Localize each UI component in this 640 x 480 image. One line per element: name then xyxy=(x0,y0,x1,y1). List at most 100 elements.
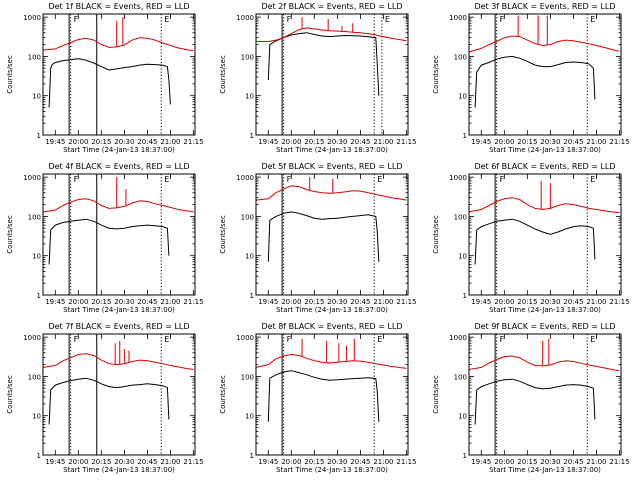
plot-frame xyxy=(42,13,196,136)
x-tick-label: 21:15 xyxy=(183,458,203,466)
x-tick-label: 20:45 xyxy=(137,138,157,146)
y-tick-label: 1000 xyxy=(449,174,467,182)
x-tick-label: 21:15 xyxy=(396,298,416,306)
x-tick-label: 21:15 xyxy=(609,298,629,306)
x-tick-label: 19:45 xyxy=(471,458,491,466)
y-tick-label: 1000 xyxy=(236,14,254,22)
x-tick-label: 20:30 xyxy=(114,298,134,306)
plot-frame xyxy=(468,333,622,456)
y-tick-label: 10 xyxy=(458,413,467,421)
x-axis-label: Start Time (24-Jan-13 18:37:00) xyxy=(63,146,175,154)
x-tick-label: 20:45 xyxy=(350,298,370,306)
y-tick-label: 10 xyxy=(32,413,41,421)
y-tick-label: 100 xyxy=(28,213,41,221)
detector-panel: Det 3f BLACK = Events, RED = LLD 1 10 100 10… xyxy=(432,2,630,154)
y-tick-label: 100 xyxy=(241,53,254,61)
y-tick-label: 10 xyxy=(458,93,467,101)
x-tick-label: 21:00 xyxy=(160,138,180,146)
x-tick-label: 20:30 xyxy=(114,138,134,146)
plot-frame xyxy=(42,173,196,296)
y-tick-label: 10 xyxy=(458,253,467,261)
x-tick-label: 19:45 xyxy=(258,138,278,146)
x-tick-label: 20:15 xyxy=(91,138,111,146)
lld-series-line xyxy=(468,35,620,53)
y-tick-label: 10 xyxy=(245,413,254,421)
y-tick-label: 1000 xyxy=(449,334,467,342)
x-tick-label: 20:15 xyxy=(304,458,324,466)
x-axis-label: Start Time (24-Jan-13 18:37:00) xyxy=(276,466,388,474)
y-tick-label: 1 xyxy=(463,132,467,140)
x-tick-label: 20:45 xyxy=(563,138,583,146)
detector-panel: Det 2f BLACK = Events, RED = LLD 1 10 100 10… xyxy=(219,2,417,154)
x-axis-label: Start Time (24-Jan-13 18:37:00) xyxy=(63,466,175,474)
x-tick-label: 20:45 xyxy=(137,298,157,306)
y-axis-label: Counts/sec xyxy=(219,55,227,94)
x-tick-label: 20:00 xyxy=(68,458,88,466)
x-tick-label: 20:30 xyxy=(114,458,134,466)
marker-label-f: F xyxy=(74,15,79,24)
marker-label-f: F xyxy=(287,15,292,24)
x-tick-label: 20:30 xyxy=(540,458,560,466)
y-tick-label: 1000 xyxy=(236,174,254,182)
x-tick-label: 20:15 xyxy=(517,298,537,306)
events-series-line xyxy=(474,55,596,108)
lld-series-line xyxy=(42,37,194,52)
x-axis-label: Start Time (24-Jan-13 18:37:00) xyxy=(489,466,601,474)
y-tick-label: 100 xyxy=(241,373,254,381)
x-axis-label: Start Time (24-Jan-13 18:37:00) xyxy=(489,306,601,314)
y-tick-label: 100 xyxy=(454,53,467,61)
x-tick-label: 20:00 xyxy=(281,138,301,146)
x-tick-label: 21:00 xyxy=(373,298,393,306)
x-tick-label: 19:45 xyxy=(45,458,65,466)
y-tick-label: 10 xyxy=(32,253,41,261)
y-tick-label: 1 xyxy=(250,132,254,140)
panel-title: Det 2f BLACK = Events, RED = LLD xyxy=(261,2,402,11)
lld-series-line xyxy=(42,198,194,213)
x-tick-label: 20:00 xyxy=(68,298,88,306)
y-tick-label: 10 xyxy=(245,93,254,101)
x-tick-label: 20:00 xyxy=(281,298,301,306)
detector-panel: Det 1f BLACK = Events, RED = LLD 1 10 100 10… xyxy=(6,2,204,154)
marker-label-f: F xyxy=(500,15,505,24)
x-tick-label: 20:15 xyxy=(91,458,111,466)
x-tick-label: 21:00 xyxy=(586,138,606,146)
plot-frame xyxy=(468,173,622,296)
detector-panel: Det 9f BLACK = Events, RED = LLD 1 10 100 10… xyxy=(432,322,630,474)
marker-label-e: E xyxy=(590,175,595,184)
marker-label-f: F xyxy=(74,335,79,344)
x-tick-label: 20:15 xyxy=(304,138,324,146)
x-tick-label: 20:30 xyxy=(327,458,347,466)
x-tick-label: 21:00 xyxy=(373,458,393,466)
y-axis-label: Counts/sec xyxy=(6,215,14,254)
marker-label-f: F xyxy=(500,335,505,344)
detector-panel: Det 5f BLACK = Events, RED = LLD 1 10 100 10… xyxy=(219,162,417,314)
x-tick-label: 20:30 xyxy=(327,138,347,146)
marker-label-e: E xyxy=(164,15,169,24)
lld-series-line xyxy=(42,353,194,370)
y-axis-label: Counts/sec xyxy=(432,375,440,414)
x-axis-label: Start Time (24-Jan-13 18:37:00) xyxy=(489,146,601,154)
events-series-line xyxy=(474,218,596,265)
detector-panel: Det 7f BLACK = Events, RED = LLD 1 10 100 10… xyxy=(6,322,204,474)
x-tick-label: 21:00 xyxy=(160,458,180,466)
plot-frame xyxy=(468,13,622,136)
y-axis-label: Counts/sec xyxy=(432,55,440,94)
x-tick-label: 21:00 xyxy=(586,458,606,466)
events-series-line xyxy=(267,32,380,96)
y-tick-label: 1000 xyxy=(23,334,41,342)
x-tick-label: 20:15 xyxy=(91,298,111,306)
panel-title: Det 3f BLACK = Events, RED = LLD xyxy=(474,2,615,11)
detector-panel: Det 4f BLACK = Events, RED = LLD 1 10 100 10… xyxy=(6,162,204,314)
lld-series-line xyxy=(255,185,407,201)
y-tick-label: 100 xyxy=(454,373,467,381)
marker-label-f: F xyxy=(500,175,505,184)
marker-label-e: E xyxy=(590,335,595,344)
x-tick-label: 21:15 xyxy=(609,138,629,146)
x-tick-label: 19:45 xyxy=(45,298,65,306)
y-tick-label: 1 xyxy=(250,292,254,300)
marker-label-e: E xyxy=(590,15,595,24)
events-series-line xyxy=(474,378,596,425)
x-tick-label: 20:45 xyxy=(563,298,583,306)
y-tick-label: 10 xyxy=(32,93,41,101)
